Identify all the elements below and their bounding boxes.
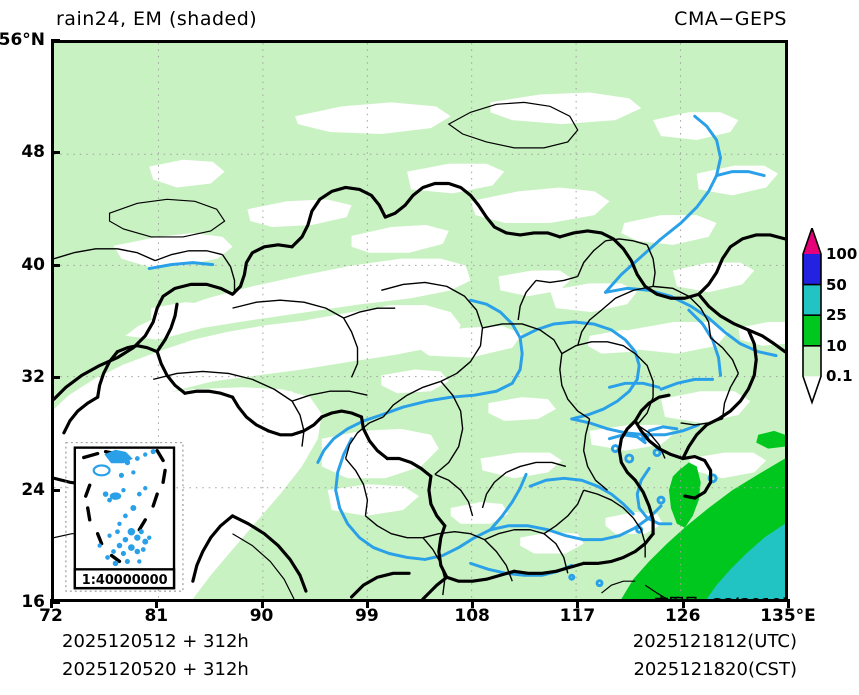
valid-time-utc: 2025121812(UTC) [632, 631, 797, 652]
y-axis-tick [51, 601, 60, 604]
y-axis-tick-label: 56°N [0, 30, 45, 50]
x-axis-tick-label: 135°E [760, 606, 816, 626]
y-axis-tick-label: 40 [21, 254, 45, 275]
x-axis-tick [260, 599, 264, 608]
colorbar-band [803, 345, 821, 377]
y-axis-tick [51, 151, 60, 155]
page-title: rain24, EM (shaded) [56, 8, 258, 30]
national-border [54, 181, 785, 599]
colorbar-band [803, 284, 821, 316]
y-axis-tick [51, 263, 60, 267]
colorbar-tick-label: 25 [826, 306, 847, 325]
colorbar-tick-label: 50 [826, 275, 847, 294]
y-axis-tick [51, 376, 60, 380]
init-time-utc: 2025120512 + 312h [62, 631, 249, 652]
precip-band-dry [54, 92, 785, 599]
y-axis-tick-label: 48 [21, 142, 45, 163]
colorbar-band-above-max [803, 228, 821, 254]
x-axis-tick [576, 599, 580, 608]
x-axis-tick-label: 108 [454, 606, 490, 626]
x-axis-tick [471, 599, 475, 608]
x-axis-tick [681, 599, 685, 608]
x-axis: 72 81 90 99 108 117 126 135°E [39, 606, 816, 632]
x-axis-tick-label: 117 [559, 606, 596, 626]
precipitation-colorbar [799, 228, 825, 433]
init-time-cst: 2025120520 + 312h [62, 659, 249, 680]
valid-time-cst: 2025121820(CST) [633, 659, 797, 680]
y-axis-tick [51, 488, 60, 492]
precip-band-cyan [706, 523, 785, 599]
colorbar-swatches [802, 228, 822, 405]
y-axis-tick-label: 32 [21, 367, 45, 388]
inset-scale-label: 1:40000000 [82, 573, 168, 588]
y-axis-tick [51, 39, 60, 42]
colorbar-tick-label: 10 [826, 336, 847, 355]
x-axis-tick-label: 81 [144, 606, 169, 626]
x-axis-tick [50, 599, 53, 608]
x-axis-tick-label: 72 [39, 606, 63, 626]
x-axis-tick [365, 599, 369, 608]
map-plot-area: 1:40000000 审图号: GS(2019) 1786 1:20000000 [51, 40, 788, 602]
map-canvas: 1:40000000 [54, 43, 785, 599]
x-axis-tick [155, 599, 159, 608]
colorbar-band [803, 254, 821, 285]
colorbar-tick-label: 0.1 [826, 367, 853, 386]
colorbar-tick-label: 100 [826, 245, 858, 263]
approval-number-note: 审图号: GS(2019) 1786 [654, 593, 785, 599]
inset-map: 1:40000000 [65, 442, 184, 592]
y-axis-tick-label: 16 [21, 592, 45, 612]
model-label: CMA−GEPS [674, 8, 787, 30]
x-axis-tick-label: 126 [664, 606, 701, 626]
colorbar-band [803, 315, 821, 346]
x-axis-tick-label: 90 [249, 606, 274, 626]
y-axis-tick-label: 24 [21, 479, 45, 500]
x-axis-tick [787, 599, 790, 608]
y-axis: 56°N 48 40 32 24 16 [0, 30, 45, 612]
colorbar-band-below-min [803, 376, 821, 403]
x-axis-tick-label: 99 [355, 606, 379, 626]
